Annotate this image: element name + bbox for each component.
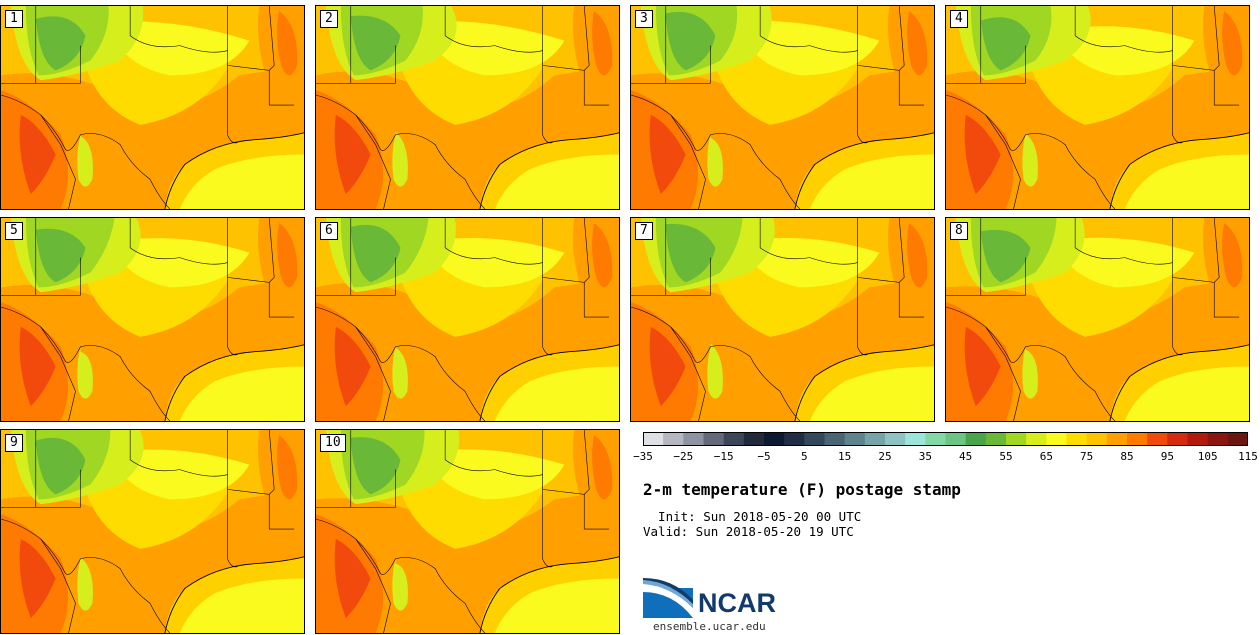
colorbar-swatch: [1066, 432, 1088, 446]
colorbar-tick-label: 75: [1080, 450, 1094, 463]
temperature-field: [946, 218, 1249, 421]
colorbar-tick-label: 25: [878, 450, 892, 463]
colorbar-tick-label: 85: [1120, 450, 1134, 463]
colorbar-swatch: [1106, 432, 1128, 446]
member-map-10: 10: [315, 429, 620, 634]
colorbar-tick-label: 95: [1160, 450, 1174, 463]
member-label: 3: [635, 10, 653, 28]
temperature-field: [316, 6, 619, 209]
ncar-logo-icon: [643, 578, 693, 618]
colorbar-swatch: [905, 432, 926, 446]
init-time: Init: Sun 2018-05-20 00 UTC: [643, 509, 862, 524]
temperature-field: [316, 430, 619, 633]
temperature-field: [946, 6, 1249, 209]
temperature-field: [631, 218, 934, 421]
colorbar-swatch: [663, 432, 684, 446]
member-label: 1: [5, 10, 23, 28]
colorbar-swatch: [723, 432, 745, 446]
colorbar-swatch: [804, 432, 825, 446]
colorbar-swatch: [1227, 432, 1248, 446]
colorbar-swatch: [1207, 432, 1229, 446]
temperature-field: [1, 430, 304, 633]
colorbar-tick-label: 55: [999, 450, 1013, 463]
member-map-8: 8: [945, 217, 1250, 422]
colorbar-tick-label: 65: [1039, 450, 1053, 463]
member-label: 8: [950, 222, 968, 240]
member-map-4: 4: [945, 5, 1250, 210]
member-label: 7: [635, 222, 653, 240]
colorbar-tick-label: −5: [757, 450, 771, 463]
colorbar-swatch: [885, 432, 906, 446]
member-label: 5: [5, 222, 23, 240]
colorbar-tick-label: 15: [838, 450, 852, 463]
temperature-field: [631, 6, 934, 209]
temperature-field: [316, 218, 619, 421]
colorbar-swatch: [1147, 432, 1168, 446]
member-map-1: 1: [0, 5, 305, 210]
colorbar-tick-label: 5: [801, 450, 808, 463]
colorbar-tick-label: −15: [713, 450, 734, 463]
colorbar-swatch: [784, 432, 805, 446]
colorbar-swatch: [643, 432, 664, 446]
site-url: ensemble.ucar.edu: [653, 620, 766, 633]
member-label: 10: [320, 434, 346, 452]
colorbar-tick-label: 45: [959, 450, 973, 463]
colorbar-swatch: [1046, 432, 1067, 446]
colorbar-swatch: [1167, 432, 1188, 446]
colorbar-tick-label: 105: [1197, 450, 1218, 463]
colorbar-swatch: [1086, 432, 1108, 446]
member-label: 9: [5, 434, 23, 452]
member-label: 2: [320, 10, 338, 28]
member-map-5: 5: [0, 217, 305, 422]
colorbar-swatch: [1026, 432, 1047, 446]
colorbar-swatch: [683, 432, 704, 446]
temperature-field: [1, 218, 304, 421]
colorbar-swatch: [945, 432, 967, 446]
colorbar-swatch: [743, 432, 765, 446]
colorbar-swatch: [965, 432, 987, 446]
member-map-7: 7: [630, 217, 935, 422]
colorbar-swatch: [1187, 432, 1209, 446]
member-label: 4: [950, 10, 968, 28]
colorbar-swatch: [1006, 432, 1027, 446]
member-map-6: 6: [315, 217, 620, 422]
colorbar-swatch: [1127, 432, 1148, 446]
colorbar-swatch: [925, 432, 946, 446]
colorbar-swatch: [824, 432, 846, 446]
colorbar-swatch: [864, 432, 886, 446]
temperature-field: [1, 6, 304, 209]
colorbar-tick-label: 115: [1238, 450, 1258, 463]
colorbar-swatch: [764, 432, 785, 446]
chart-title: 2-m temperature (F) postage stamp: [643, 480, 961, 499]
ncar-logo-text: NCAR: [698, 588, 776, 618]
colorbar-tick-label: 35: [918, 450, 932, 463]
colorbar-swatch: [703, 432, 725, 446]
member-label: 6: [320, 222, 338, 240]
colorbar-swatch: [985, 432, 1007, 446]
colorbar-tick-label: −25: [673, 450, 694, 463]
colorbar-swatch: [844, 432, 866, 446]
member-map-9: 9: [0, 429, 305, 634]
member-map-2: 2: [315, 5, 620, 210]
temperature-colorbar: [643, 432, 1248, 446]
valid-time: Valid: Sun 2018-05-20 19 UTC: [643, 524, 854, 539]
colorbar-tick-label: −35: [633, 450, 653, 463]
member-map-3: 3: [630, 5, 935, 210]
